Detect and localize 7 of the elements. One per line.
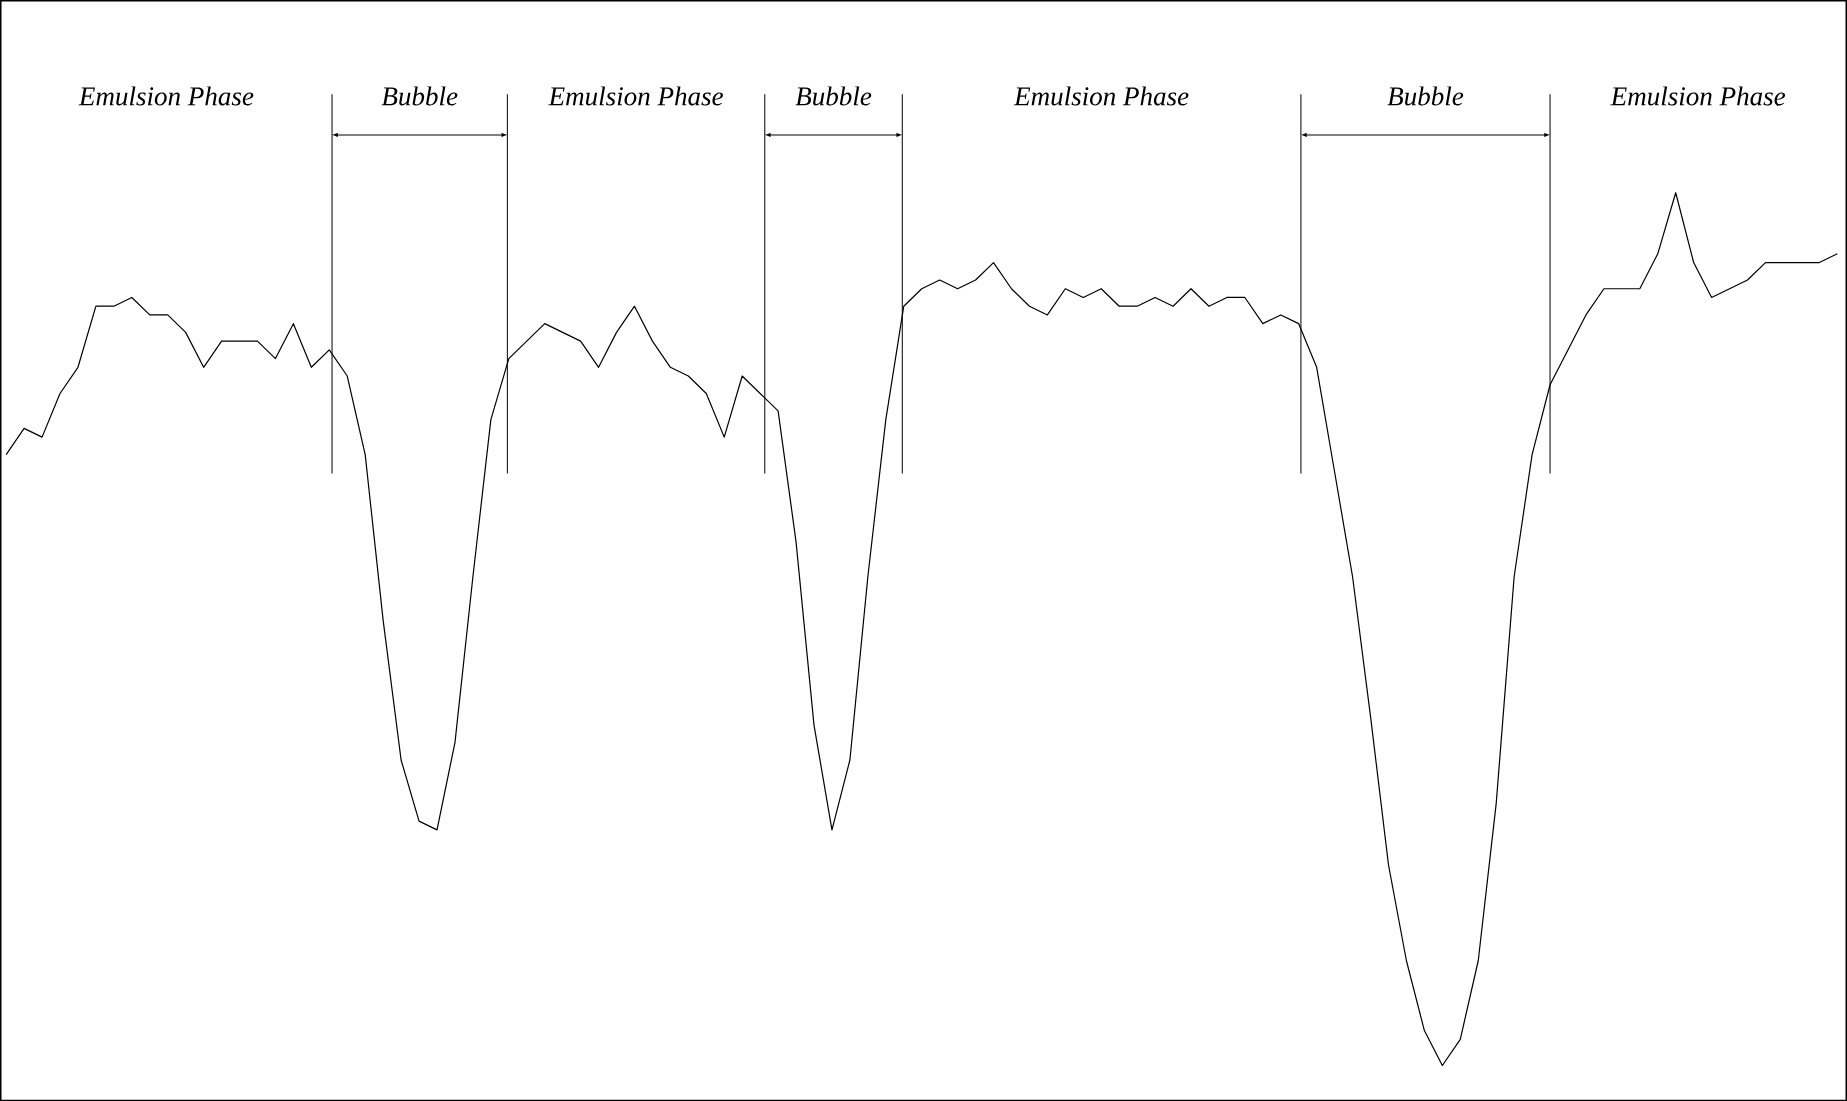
text: Emulsion Phase	[548, 86, 723, 106]
text: Emulsion Phase	[1610, 86, 1786, 106]
text: Emulsion Phase	[78, 86, 254, 106]
text: Bubble	[381, 86, 458, 106]
text: Bubble	[795, 86, 872, 106]
text: Bubble	[1387, 86, 1464, 106]
text: Emulsion Phase	[1013, 86, 1189, 106]
